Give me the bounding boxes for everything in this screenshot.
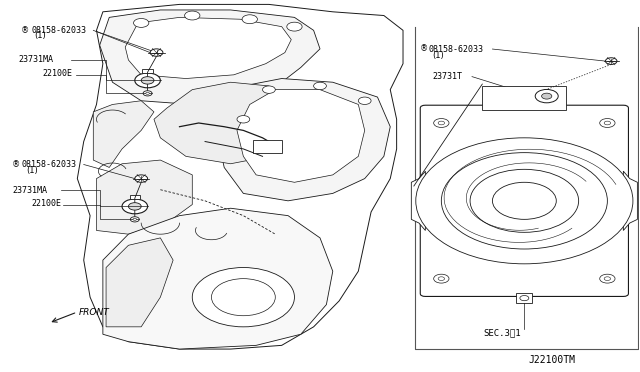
Circle shape [358,97,371,105]
Text: 23731T: 23731T [433,72,462,81]
Circle shape [535,89,558,103]
Circle shape [237,116,250,123]
Circle shape [143,91,152,96]
Polygon shape [218,78,390,201]
Circle shape [541,93,552,99]
Polygon shape [103,208,333,349]
Circle shape [129,203,141,210]
Text: 23731MA: 23731MA [19,55,54,64]
Circle shape [438,277,445,280]
Circle shape [133,218,136,220]
Circle shape [520,295,529,301]
Bar [516,294,532,303]
Circle shape [416,138,633,264]
Circle shape [600,274,615,283]
Circle shape [438,121,445,125]
Bar [483,86,566,110]
Text: SEC.3ℓ1: SEC.3ℓ1 [483,328,521,337]
Bar [253,140,282,153]
Circle shape [434,119,449,128]
Text: ®: ® [420,45,428,54]
Circle shape [134,19,149,28]
Circle shape [146,92,149,94]
Text: ®: ® [21,26,29,35]
Circle shape [242,15,257,24]
Polygon shape [97,160,192,234]
Polygon shape [154,82,301,164]
Polygon shape [93,101,154,167]
Circle shape [604,121,611,125]
FancyBboxPatch shape [420,105,628,296]
Bar [130,195,140,199]
Polygon shape [412,171,426,231]
Circle shape [150,49,163,56]
Text: (1): (1) [35,31,46,41]
Circle shape [604,277,611,280]
Text: 08158-62033: 08158-62033 [21,160,76,169]
Circle shape [131,217,140,222]
Circle shape [314,82,326,90]
Text: 08158-62033: 08158-62033 [429,45,484,54]
Text: J22100TM: J22100TM [528,355,575,365]
Circle shape [442,153,607,249]
Circle shape [192,267,294,327]
Text: ®: ® [12,160,20,169]
Circle shape [262,86,275,93]
Circle shape [135,73,161,88]
Text: (1): (1) [433,51,444,60]
Circle shape [184,11,200,20]
Circle shape [600,119,615,128]
Circle shape [492,182,556,219]
Polygon shape [237,90,365,182]
Circle shape [287,22,302,31]
Circle shape [605,58,617,64]
Polygon shape [77,4,403,349]
Polygon shape [623,171,637,231]
Polygon shape [106,238,173,327]
Text: 08158-62033: 08158-62033 [31,26,86,35]
Polygon shape [125,17,291,78]
Circle shape [434,274,449,283]
Text: FRONT: FRONT [79,308,109,317]
Circle shape [141,77,154,84]
Circle shape [135,175,148,182]
Polygon shape [100,10,320,105]
Text: 22100E: 22100E [31,199,61,208]
Circle shape [122,199,148,214]
Bar [143,69,153,73]
Text: 22100E: 22100E [42,69,72,78]
Circle shape [470,169,579,232]
Circle shape [211,279,275,316]
Text: (1): (1) [26,166,38,174]
Text: 23731MA: 23731MA [12,186,47,195]
